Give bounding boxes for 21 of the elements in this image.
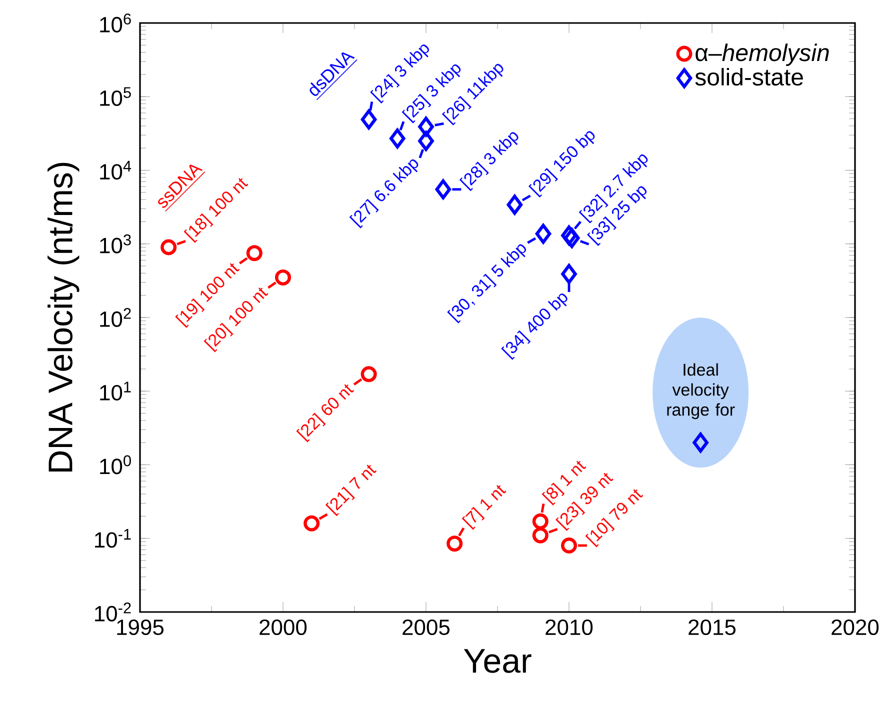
y-tick-label: 10$^{2}$ — [100, 308, 131, 327]
legend-label: α–hemolysin — [696, 44, 829, 66]
x-tick-label: 2020 — [832, 619, 879, 636]
y-tick-label: 10$^{6}$ — [100, 14, 131, 32]
y-tick-label: 10$^{4}$ — [100, 160, 132, 180]
annotation: Ideal velocity range for — [667, 363, 735, 420]
x-tick-label: 2010 — [546, 619, 593, 636]
y-tick-label: 10$^{1}$ — [100, 382, 131, 401]
y-tick-label: 10$^{3}$ — [100, 234, 131, 254]
x-tick-label: 1995 — [117, 619, 164, 636]
x-tick-label: 2005 — [402, 619, 450, 636]
x-tick-label: 2015 — [688, 619, 736, 636]
y-axis-title: DNA Velocity (nt/ms) — [48, 162, 80, 472]
legend-label: solid-state — [695, 68, 803, 86]
y-tick-label: 10$^{5}$ — [100, 87, 131, 106]
y-tick-label: 10$^{-1}$ — [95, 528, 131, 548]
x-axis-title: Year — [464, 649, 532, 673]
x-tick-label: 2000 — [260, 619, 307, 636]
annotation: [30, 31] 5 kbp — [447, 244, 526, 324]
y-tick-label: 10$^{0}$ — [100, 455, 131, 474]
annotation: [7] 1 nt — [462, 484, 506, 530]
